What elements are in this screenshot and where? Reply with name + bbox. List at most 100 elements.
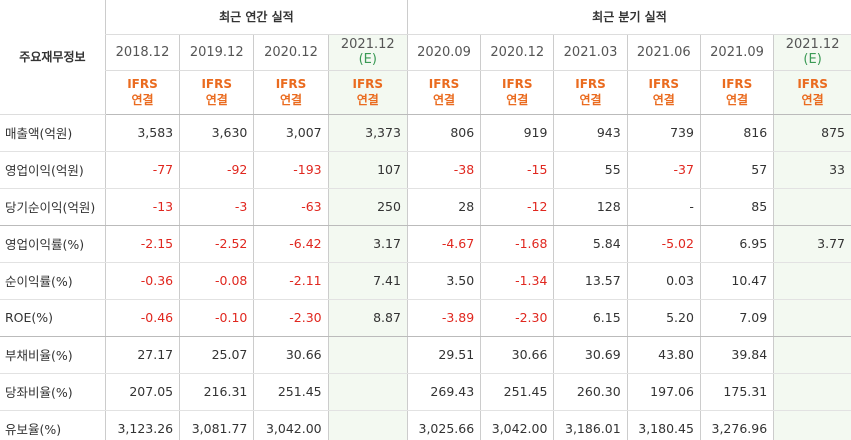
table-cell: 216.31 bbox=[179, 373, 254, 411]
basis-scope: 연결 bbox=[652, 93, 675, 107]
table-row: 유보율(%) 3,123.26 3,081.77 3,042.00 3,025.66 3,… bbox=[0, 410, 851, 440]
row-label: 당기순이익(억원) bbox=[0, 188, 106, 226]
estimate-marker: (E) bbox=[358, 52, 377, 67]
table-cell: -0.36 bbox=[104, 262, 180, 300]
table-cell: 919 bbox=[480, 114, 554, 152]
table-row: 매출액(억원) 3,583 3,630 3,007 3,373 806 919 943 739 8… bbox=[0, 114, 851, 152]
table-cell: 3,081.77 bbox=[179, 410, 254, 440]
table-cell bbox=[773, 373, 851, 411]
accounting-basis: IFRS 연결 bbox=[553, 70, 628, 115]
period-label: 2021.12 bbox=[340, 37, 395, 52]
table-cell: 3.50 bbox=[406, 262, 481, 300]
row-label: ROE(%) bbox=[0, 299, 106, 337]
label-column-header: 주요재무정보 bbox=[0, 0, 106, 115]
table-cell: -1.68 bbox=[480, 225, 554, 263]
table-cell: -193 bbox=[253, 151, 329, 189]
table-cell: -4.67 bbox=[406, 225, 481, 263]
table-cell: 5.84 bbox=[553, 225, 628, 263]
accounting-basis: IFRS 연결 bbox=[406, 70, 481, 115]
table-cell: 5.20 bbox=[626, 299, 701, 337]
basis-standard: IFRS bbox=[797, 77, 828, 91]
period-header: 2021.03 bbox=[553, 34, 628, 71]
estimate-marker: (E) bbox=[803, 52, 822, 67]
basis-scope: 연결 bbox=[433, 93, 456, 107]
table-cell: 197.06 bbox=[626, 373, 701, 411]
table-cell: 3,042.00 bbox=[253, 410, 329, 440]
table-row: ROE(%) -0.46 -0.10 -2.30 8.87 -3.89 -2.30 6.15 5… bbox=[0, 299, 851, 337]
table-cell: -2.11 bbox=[253, 262, 329, 300]
table-row: 영업이익률(%) -2.15 -2.52 -6.42 3.17 -4.67 -1.68 5.8… bbox=[0, 225, 851, 263]
table-cell: 30.69 bbox=[553, 336, 628, 374]
table-cell: 175.31 bbox=[699, 373, 774, 411]
quarter-group-header: 최근 분기 실적 bbox=[406, 0, 851, 35]
period-label: 2020.09 bbox=[417, 44, 471, 60]
period-header: 2020.12 bbox=[480, 34, 554, 71]
period-header: 2021.09 bbox=[699, 34, 774, 71]
table-cell: -3.89 bbox=[406, 299, 481, 337]
period-label: 2020.12 bbox=[490, 44, 545, 60]
table-cell: 0.03 bbox=[626, 262, 701, 300]
period-header-row: 2018.12 2019.12 2020.12 2021.12 (E) 2020.09 20… bbox=[0, 34, 851, 71]
accounting-basis: IFRS 연결 bbox=[104, 70, 180, 115]
table-cell: 27.17 bbox=[104, 336, 180, 374]
table-cell: 806 bbox=[406, 114, 481, 152]
row-label: 순이익률(%) bbox=[0, 262, 106, 300]
basis-standard: IFRS bbox=[127, 77, 158, 91]
table-row: 당좌비율(%) 207.05 216.31 251.45 269.43 251.45 260… bbox=[0, 373, 851, 411]
table-cell: 28 bbox=[406, 188, 481, 226]
accounting-basis: IFRS 연결 bbox=[626, 70, 701, 115]
table-cell: 943 bbox=[553, 114, 628, 152]
row-label: 매출액(억원) bbox=[0, 114, 106, 152]
table-cell: 3,276.96 bbox=[699, 410, 774, 440]
period-label: 2021.12 bbox=[785, 37, 840, 52]
table-cell bbox=[773, 262, 851, 300]
table-cell: 251.45 bbox=[253, 373, 329, 411]
table-cell: 3,373 bbox=[327, 114, 408, 152]
table-cell bbox=[773, 299, 851, 337]
table-row: 영업이익(억원) -77 -92 -193 107 -38 -15 55 -37 57 33 bbox=[0, 151, 851, 189]
period-header: 2018.12 bbox=[104, 34, 180, 71]
table-cell: 6.95 bbox=[699, 225, 774, 263]
annual-group-header: 최근 연간 실적 bbox=[104, 0, 408, 35]
table-cell: 3,007 bbox=[253, 114, 329, 152]
accounting-basis: IFRS 연결 bbox=[253, 70, 329, 115]
table-cell: -37 bbox=[626, 151, 701, 189]
table-cell: 3,025.66 bbox=[406, 410, 481, 440]
row-label: 영업이익률(%) bbox=[0, 225, 106, 263]
table-row: 당기순이익(억원) -13 -3 -63 250 28 -12 128-85 bbox=[0, 188, 851, 226]
table-cell: 128 bbox=[553, 188, 628, 226]
table-body: 매출액(억원) 3,583 3,630 3,007 3,373 806 919 943 739 8… bbox=[0, 114, 851, 440]
basis-scope: 연결 bbox=[279, 93, 303, 107]
table-cell: -92 bbox=[179, 151, 254, 189]
basis-scope: 연결 bbox=[579, 93, 602, 107]
accounting-basis: IFRS 연결 bbox=[480, 70, 554, 115]
table-cell bbox=[327, 410, 408, 440]
table-cell: 55 bbox=[553, 151, 628, 189]
table-cell: 7.09 bbox=[699, 299, 774, 337]
row-label: 영업이익(억원) bbox=[0, 151, 106, 189]
table-cell: -2.15 bbox=[104, 225, 180, 263]
table-cell: -12 bbox=[480, 188, 554, 226]
table-cell: 251.45 bbox=[480, 373, 554, 411]
basis-standard: IFRS bbox=[502, 77, 533, 91]
table-cell: -38 bbox=[406, 151, 481, 189]
period-label: 2021.09 bbox=[710, 44, 764, 60]
basis-scope: 연결 bbox=[801, 93, 824, 107]
table-cell: 3,583 bbox=[104, 114, 180, 152]
basis-scope: 연결 bbox=[726, 93, 749, 107]
basis-standard: IFRS bbox=[721, 77, 753, 91]
basis-standard: IFRS bbox=[575, 77, 606, 91]
accounting-basis: IFRS 연결 bbox=[773, 70, 851, 115]
table-cell: 6.15 bbox=[553, 299, 628, 337]
table-cell: -2.30 bbox=[480, 299, 554, 337]
basis-scope: 연결 bbox=[131, 93, 154, 107]
table-cell: 107 bbox=[327, 151, 408, 189]
table-cell: 3,180.45 bbox=[626, 410, 701, 440]
period-header: 2021.12 (E) bbox=[327, 34, 408, 71]
table-cell bbox=[773, 188, 851, 226]
row-label: 부채비율(%) bbox=[0, 336, 106, 374]
table-cell: 3,630 bbox=[179, 114, 254, 152]
period-label: 2021.03 bbox=[563, 44, 618, 60]
table-cell: 10.47 bbox=[699, 262, 774, 300]
